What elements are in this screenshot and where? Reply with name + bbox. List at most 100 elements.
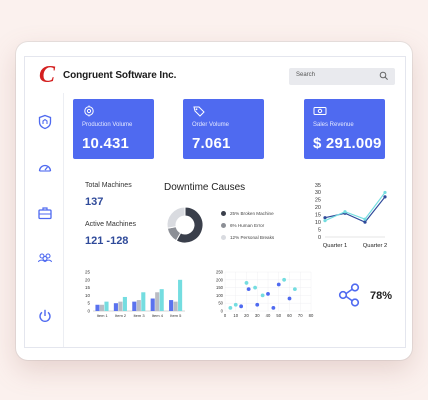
data-point [266,291,270,296]
data-point [363,220,367,224]
search-icon[interactable] [379,71,389,81]
order-tag-icon [193,106,205,117]
x-tick-label: 20 [244,313,249,318]
bar [95,304,100,311]
data-point [323,216,327,220]
x-tick-label: Quarter 1 [323,243,348,249]
total-machines-value: 137 [85,196,104,208]
power-icon[interactable] [37,308,53,324]
data-point [292,287,297,292]
bar [118,301,123,311]
legend-swatch [221,223,226,228]
card-value: 7.061 [192,135,231,152]
total-machines-label: Total Machines [85,182,132,189]
bar [169,300,174,311]
x-tick-label: Item 3 [133,313,145,318]
bar [141,292,146,311]
legend-human-error: 6% Human Error [230,223,265,228]
production-icon [84,105,94,117]
y-tick-label: 150 [216,285,224,290]
y-tick-label: 35 [315,183,321,189]
bar [173,301,178,311]
data-point [271,305,276,310]
y-tick-label: 5 [87,301,90,306]
card-label: Sales Revenue [313,122,354,128]
card-label: Production Volume [82,122,133,128]
sales-revenue-card[interactable]: Sales Revenue $ 291.009 [304,99,385,159]
bar [178,279,183,311]
bar [99,304,105,311]
legend-swatch [221,211,226,216]
search-placeholder: Search [296,72,316,78]
production-volume-card[interactable]: Production Volume 10.431 [73,99,154,159]
data-point [233,302,238,307]
order-volume-card[interactable]: Order Volume 7.061 [183,99,264,159]
x-tick-label: Item 2 [115,313,127,318]
data-point [244,281,249,285]
bar [150,298,155,311]
x-tick-label: 40 [266,313,271,318]
bar [159,289,164,311]
logo-icon: C [39,62,56,88]
y-tick-label: 15 [315,213,321,219]
shield-icon[interactable] [37,114,53,130]
legend-broken-machine: 25% Broken Machine [230,211,274,216]
y-tick-label: 200 [216,277,224,282]
x-tick-label: Item 4 [152,313,164,318]
downtime-donut-chart [166,206,204,244]
team-icon[interactable] [37,250,53,266]
y-tick-label: 10 [315,220,321,226]
downtime-title: Downtime Causes [164,182,246,193]
legend-personal-breaks: 12% Personal Breaks [230,235,275,240]
item-bar-chart: 0 5 10 15 20 25 Item 1 Item 2 Item 3 Item 4 Item 5 [85,270,185,318]
y-tick-label: 20 [85,277,91,282]
series-line [324,192,386,222]
y-tick-label: 25 [315,198,321,204]
data-point [246,287,251,292]
data-point [383,190,387,195]
top-bar: C Congruent Software Inc. Search [25,57,405,93]
x-tick-label: 80 [309,313,314,318]
donut-slice [166,206,186,229]
y-tick-label: 15 [85,285,91,290]
data-point [282,277,287,282]
card-value: 10.431 [82,135,130,152]
donut-slice [175,206,204,244]
data-point [276,282,281,287]
x-tick-label: Quarter 2 [363,243,388,249]
scatter-chart: 0 50 100 150 200 250 0 10 20 30 40 50 60 70 80 [216,270,314,319]
y-tick-label: 10 [85,293,91,298]
y-tick-label: 250 [216,270,224,275]
y-tick-label: 25 [85,270,91,275]
data-point [363,217,367,221]
x-tick-label: 0 [224,313,227,318]
series-line [324,196,386,223]
briefcase-icon[interactable] [37,205,53,221]
x-tick-label: 60 [287,313,292,318]
active-machines-label: Active Machines [85,221,136,228]
data-point [287,296,292,301]
speedometer-icon[interactable] [37,160,53,176]
data-point [383,195,387,199]
bar [132,301,137,311]
x-tick-label: 50 [276,313,281,318]
sidebar [25,93,64,347]
data-point [323,219,327,223]
data-point [239,304,244,309]
bar [104,301,109,311]
bar [155,292,160,311]
legend-swatch [221,235,226,240]
card-label: Order Volume [192,122,230,128]
x-tick-label: 10 [233,313,238,318]
y-tick-label: 5 [318,227,321,233]
share-icon[interactable] [338,283,360,307]
y-tick-label: 0 [318,235,321,241]
data-point [255,302,260,307]
data-point [253,285,257,290]
y-tick-label: 30 [315,190,321,196]
y-tick-label: 20 [315,205,321,211]
y-tick-label: 100 [216,293,224,298]
data-point [260,293,265,298]
share-percentage: 78% [370,290,393,302]
search-input[interactable]: Search [289,68,395,85]
